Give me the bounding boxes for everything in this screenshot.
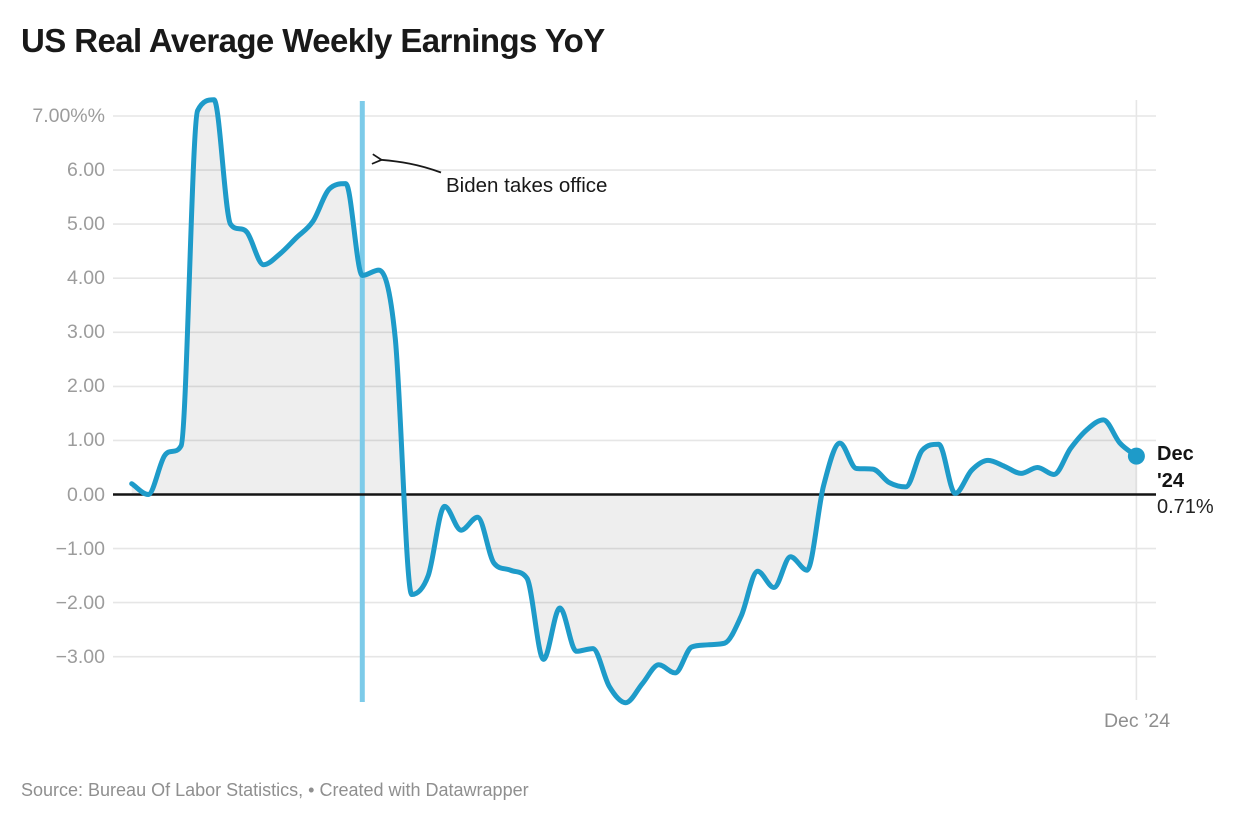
- latest-point-dot: [1127, 447, 1145, 465]
- y-axis-tick-label: −3.00: [55, 645, 105, 668]
- y-axis-tick-label: 3.00: [67, 321, 105, 344]
- y-axis-tick-label: 5.00: [67, 213, 105, 236]
- chart-title: US Real Average Weekly Earnings YoY: [21, 22, 605, 59]
- y-axis-tick-label: 4.00: [67, 267, 105, 290]
- latest-point-value: 0.71%: [1157, 496, 1214, 518]
- y-axis-tick-label: −2.00: [55, 591, 105, 614]
- latest-point-marker: [1127, 447, 1145, 465]
- y-axis-tick-label: 6.00: [67, 159, 105, 182]
- separator-bullet: •: [308, 780, 315, 800]
- latest-point-month-line2: '24: [1157, 469, 1185, 492]
- arrow-line: [371, 153, 442, 174]
- y-axis-tick-label: 1.00: [67, 429, 105, 452]
- series-path: [129, 97, 1139, 706]
- x-axis-label-dec-24: Dec ’24: [1103, 710, 1171, 732]
- latest-point-label: Dec '24 0.71%: [1157, 441, 1214, 521]
- annotation-biden-takes-office: Biden takes office: [446, 174, 608, 197]
- y-axis-tick-label: 2.00: [67, 375, 105, 398]
- earnings-area: [131, 99, 1137, 703]
- datawrapper-credit-link[interactable]: Created with Datawrapper: [319, 780, 529, 800]
- earnings-line: [129, 97, 1139, 706]
- latest-point-month-line1: Dec: [1157, 443, 1194, 465]
- source-attribution: Source: Bureau Of Labor Statistics, • Cr…: [21, 780, 529, 801]
- annotation-arrow: [371, 153, 442, 174]
- y-gridlines: [113, 115, 1156, 658]
- area-fill: [131, 99, 1137, 703]
- source-text: Source: Bureau Of Labor Statistics,: [21, 780, 304, 800]
- y-axis-tick-label: 7.00%%: [32, 105, 105, 127]
- y-axis-tick-label: 0.00: [67, 483, 105, 506]
- y-axis-tick-label: −1.00: [55, 537, 105, 560]
